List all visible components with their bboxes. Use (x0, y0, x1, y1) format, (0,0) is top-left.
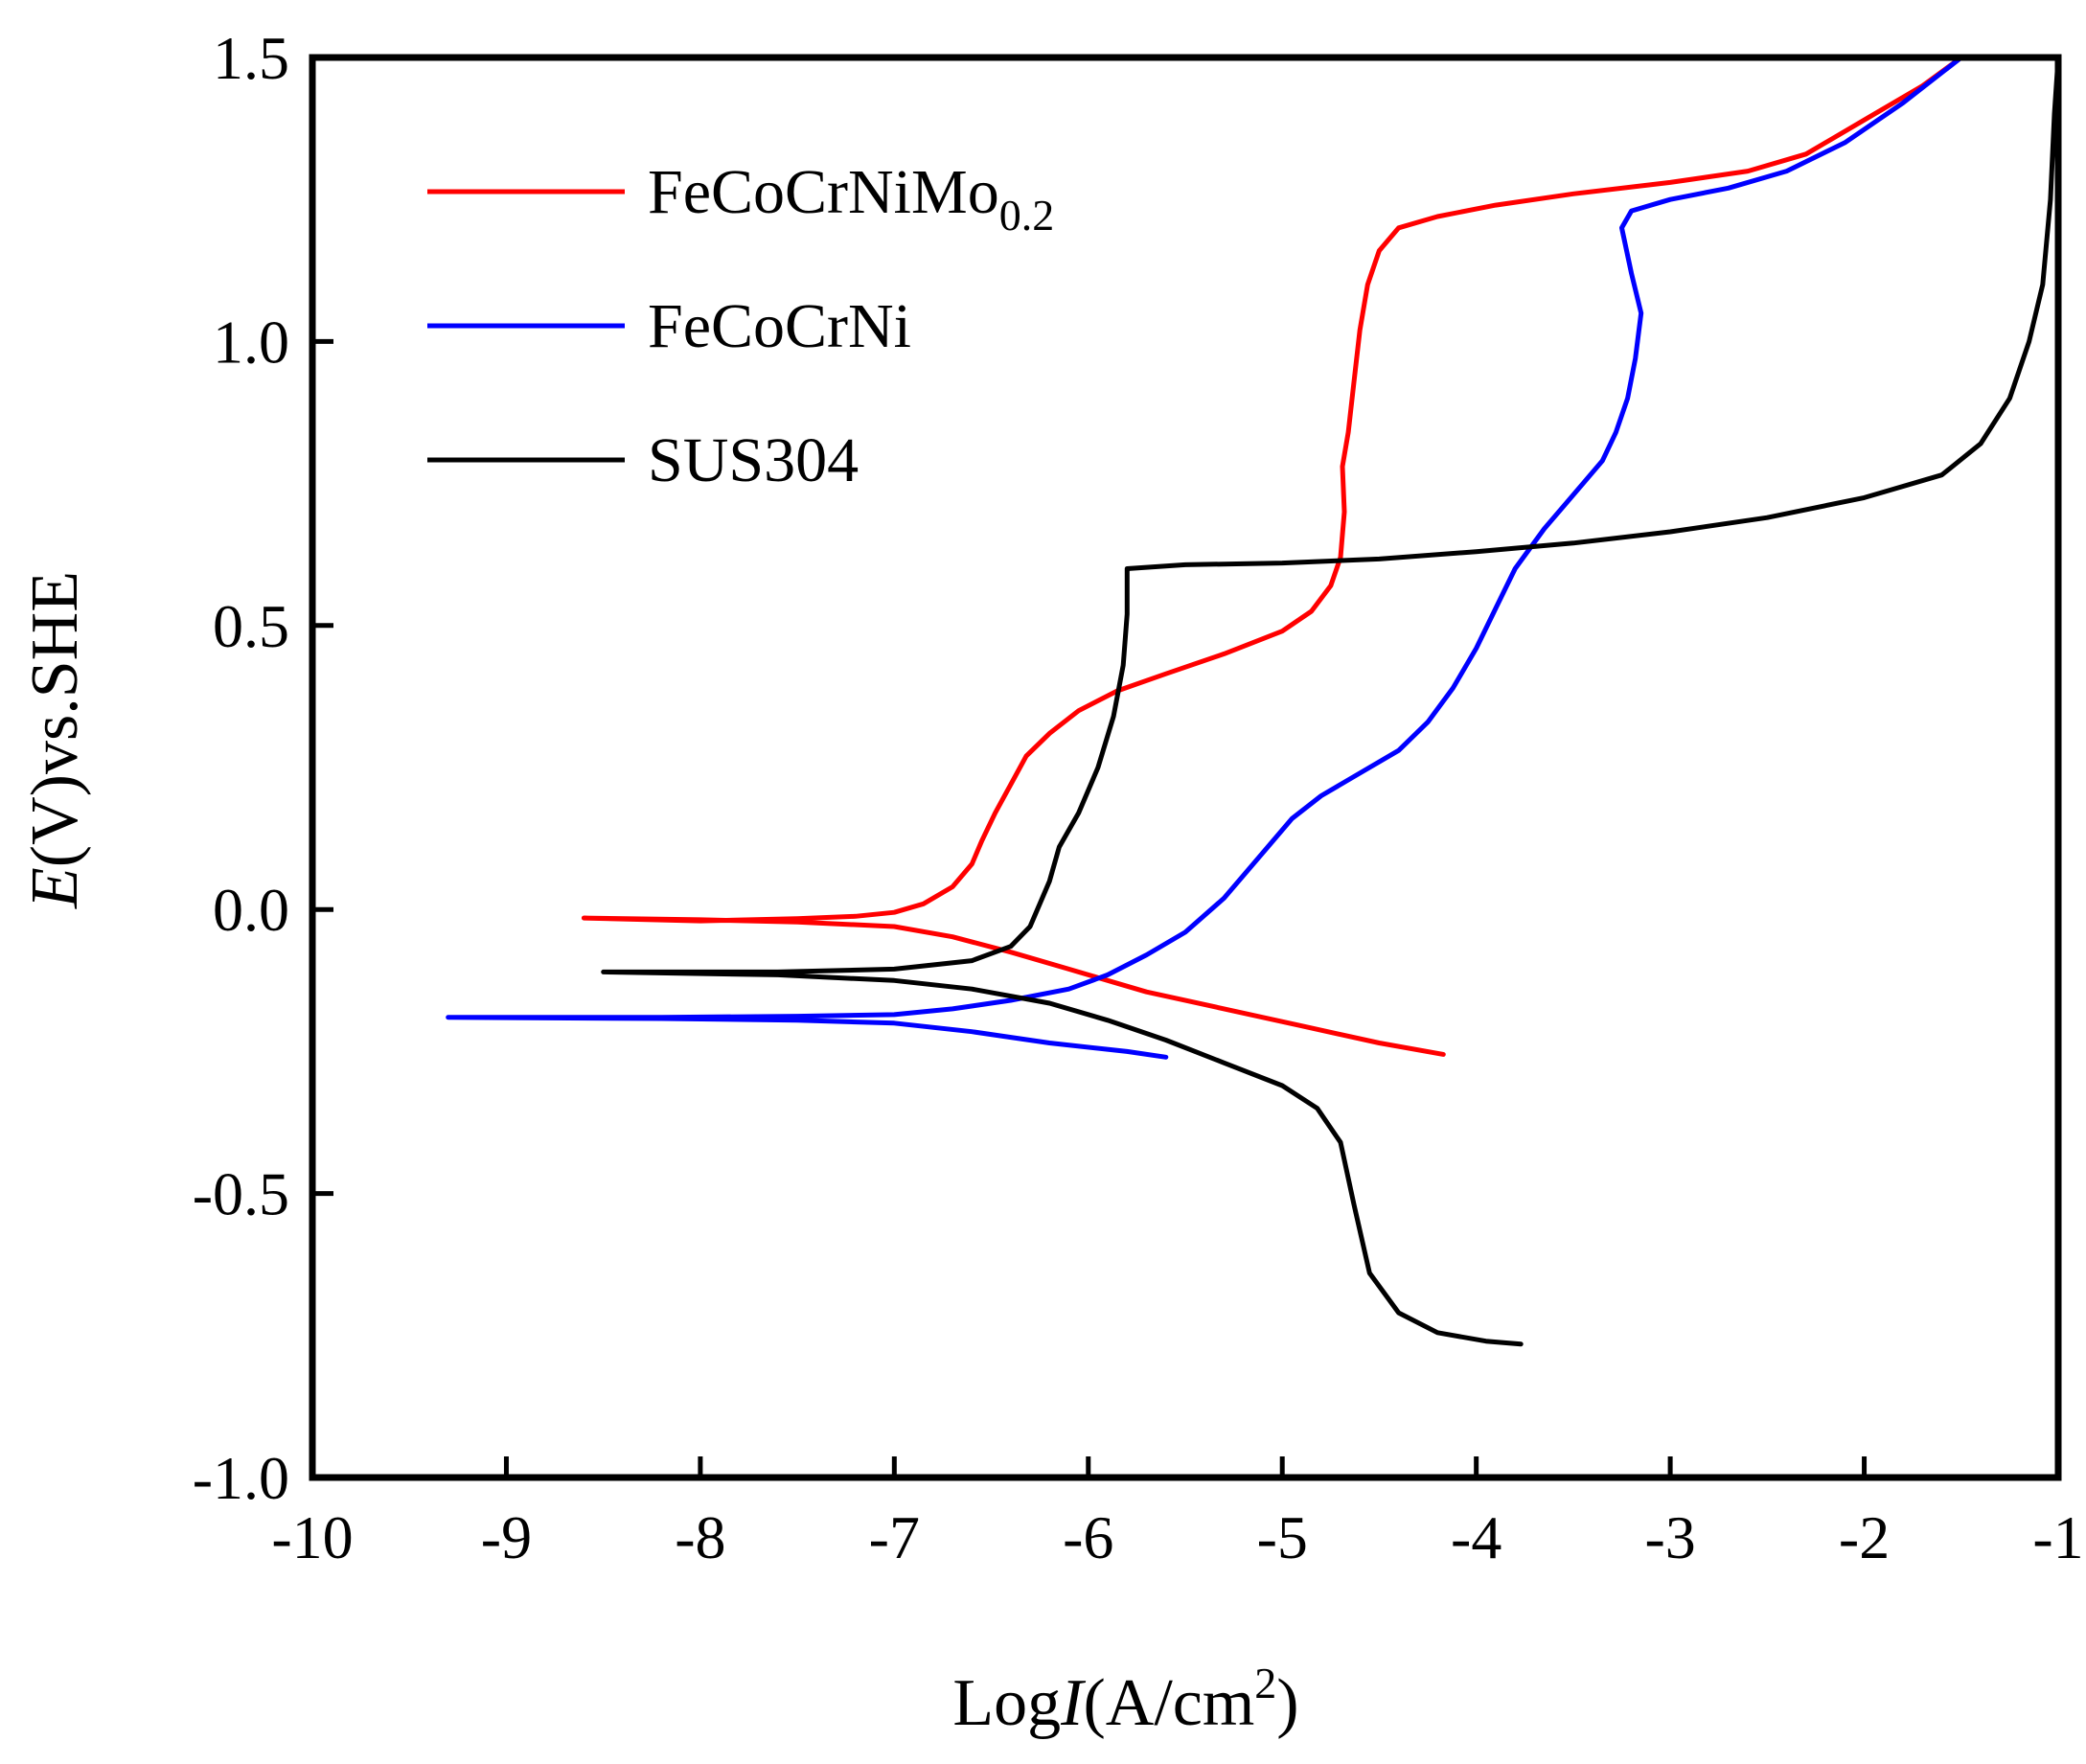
y-tick-label: 1.0 (213, 308, 289, 376)
series-line-fecocrnimo (581, 55, 1964, 1057)
series-line-sus304 (601, 55, 2061, 1347)
series-layer (446, 55, 2061, 1347)
y-tick-label: 1.5 (213, 24, 289, 92)
legend-label-fecocrnimo: FeCoCrNiMo0.2 (648, 157, 1054, 240)
y-axis-label: E(V)vs.SHE (18, 571, 92, 909)
y-tick-label: -0.5 (193, 1160, 289, 1228)
x-tick-label: -3 (1644, 1503, 1695, 1571)
x-tick-label: -10 (271, 1503, 353, 1571)
y-tick-label: 0.5 (213, 592, 289, 660)
x-tick-label: -4 (1451, 1503, 1501, 1571)
legend-label-fecocrni: FeCoCrNi (648, 291, 911, 361)
legend: FeCoCrNiMo0.2 FeCoCrNi SUS304 (427, 157, 1054, 495)
x-tick-label: -5 (1257, 1503, 1308, 1571)
x-tick-label: -6 (1063, 1503, 1113, 1571)
x-tick-label: -1 (2032, 1503, 2083, 1571)
x-tick-label: -2 (1839, 1503, 1890, 1571)
x-tick-label: -7 (869, 1503, 920, 1571)
y-tick-label: 0.0 (213, 876, 289, 944)
tick-layer: -10 -9 -8 -7 -6 -5 -4 -3 -2 -1 -1.0 -0.5 0.0 0.5 1.0 1.… (193, 24, 2084, 1571)
series-line-fecocrni (446, 55, 1964, 1060)
y-tick-label: -1.0 (193, 1444, 289, 1512)
plot-frame (309, 54, 2062, 1481)
x-tick-label: -9 (481, 1503, 532, 1571)
x-axis-label: LogI(A/cm2) (952, 1659, 1298, 1740)
x-tick-label: -8 (675, 1503, 725, 1571)
legend-label-sus304: SUS304 (648, 425, 859, 495)
